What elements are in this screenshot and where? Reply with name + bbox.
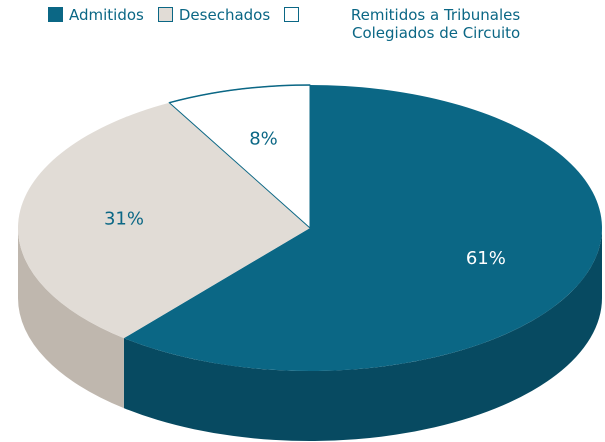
legend-label: Remitidos a Tribunales Colegiados de Cir… bbox=[350, 6, 521, 42]
legend-swatch bbox=[284, 7, 300, 22]
slice bbox=[17, 102, 310, 339]
legend-item: Admitidos bbox=[48, 6, 144, 42]
legend-item: Remitidos a Tribunales Colegiados de Cir… bbox=[284, 6, 520, 42]
pie-edge bbox=[169, 84, 311, 104]
slice-side bbox=[18, 228, 124, 409]
data-label: 8% bbox=[249, 128, 278, 149]
legend-label: Desechados bbox=[178, 6, 271, 24]
legend-label: Admitidos bbox=[69, 6, 144, 24]
legend-swatch bbox=[48, 7, 63, 22]
slice bbox=[123, 85, 603, 372]
legend-item: Desechados bbox=[157, 6, 271, 42]
data-label: 61% bbox=[466, 248, 506, 269]
slice-side bbox=[123, 228, 602, 441]
legend-swatch bbox=[157, 7, 173, 22]
legend: Admitidos Desechados Remitidos a Tribunale… bbox=[48, 6, 520, 42]
data-label: 31% bbox=[104, 208, 144, 229]
